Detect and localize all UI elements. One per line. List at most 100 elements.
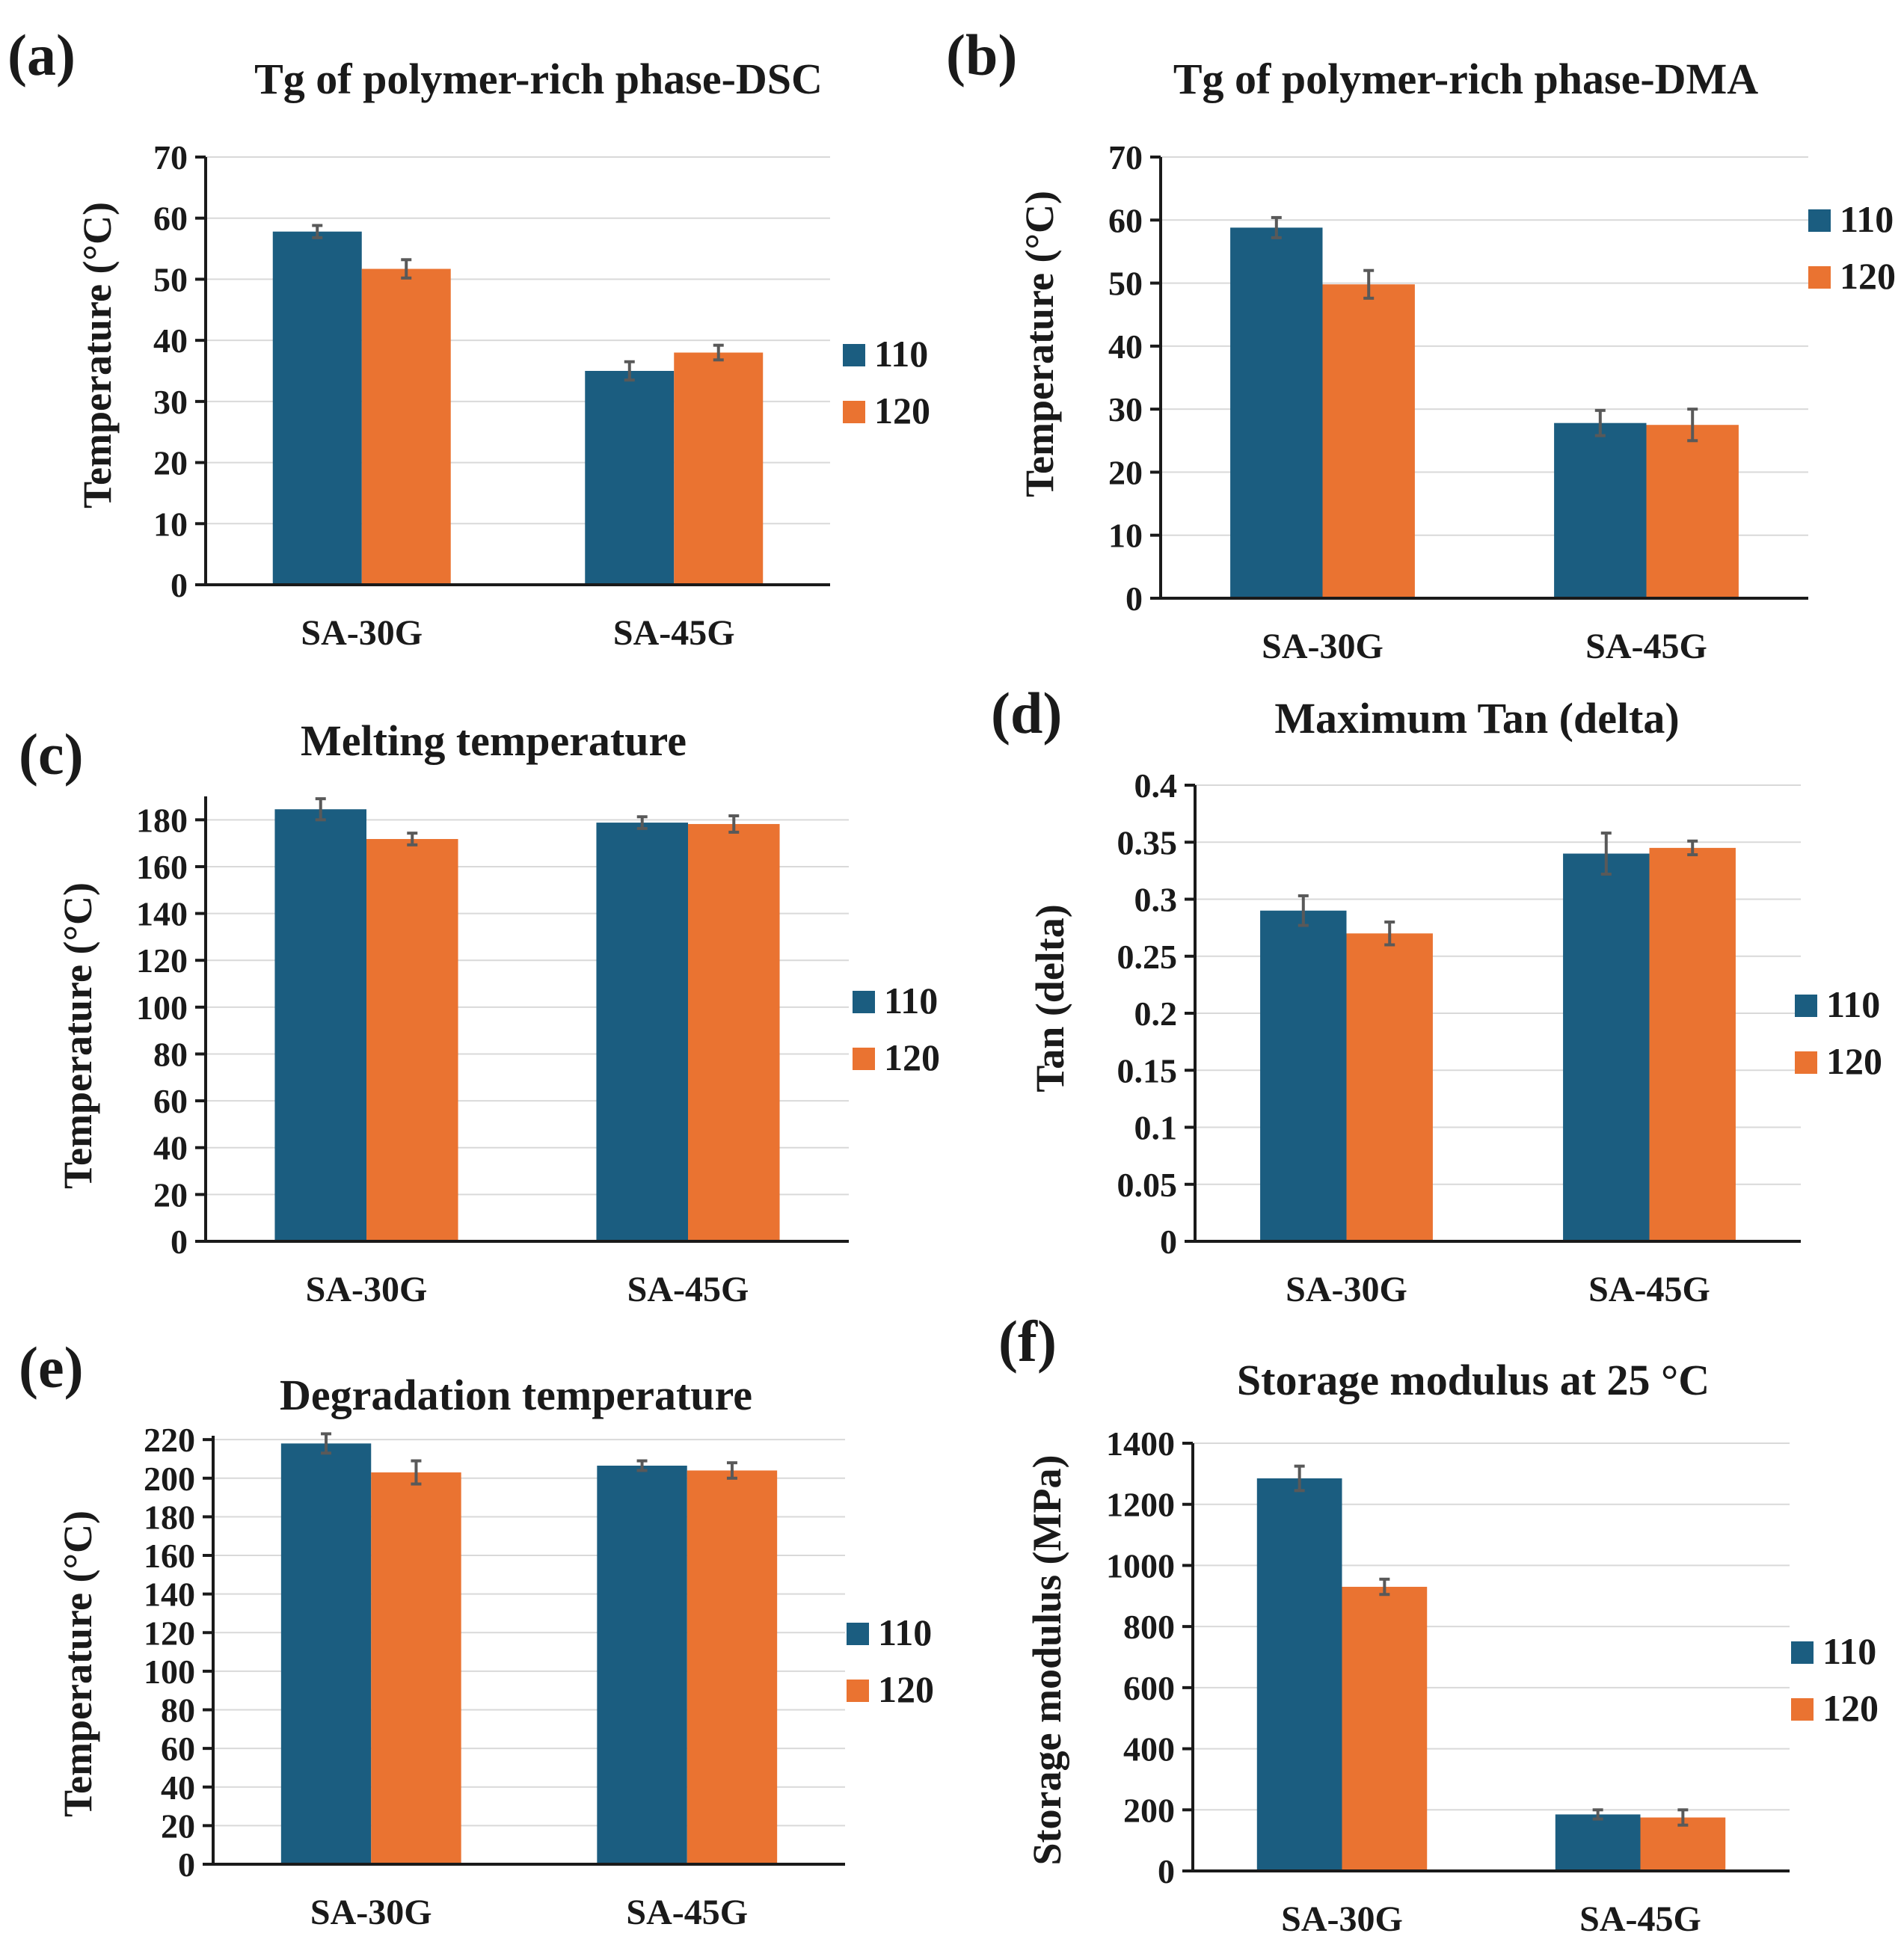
legend-swatch-120 [1808, 266, 1831, 289]
bar-110-SA-30G [1260, 910, 1347, 1241]
y-tick-label: 100 [136, 989, 188, 1027]
y-axis-label: Tan (delta) [1028, 904, 1072, 1093]
bar-110-SA-30G [1230, 227, 1323, 598]
chart-title: Tg of polymer-rich phase-DSC [254, 55, 823, 103]
bar-110-SA-45G [1555, 1814, 1641, 1871]
legend-label: 110 [884, 980, 938, 1021]
legend-label: 110 [1826, 983, 1880, 1025]
y-tick-label: 10 [1108, 517, 1143, 555]
chart-title: Degradation temperature [280, 1371, 752, 1419]
y-tick-label: 800 [1123, 1608, 1175, 1646]
y-tick-label: 60 [161, 1730, 195, 1768]
legend-swatch-110 [847, 1623, 869, 1645]
panel-label: (a) [7, 22, 76, 87]
y-tick-label: 40 [153, 322, 188, 360]
bar-110-SA-30G [280, 1443, 372, 1864]
chart-panel-2: (b) Tg of polymer-rich phase-DMA Temperatu… [946, 22, 1896, 666]
bar-110-SA-30G [1256, 1478, 1342, 1871]
x-tick-label: SA-30G [301, 613, 423, 653]
y-tick-label: 0 [1125, 580, 1143, 618]
y-tick-label: 200 [1123, 1791, 1175, 1829]
y-tick-label: 600 [1123, 1669, 1175, 1707]
bar-120-SA-30G [366, 838, 458, 1241]
chart-panel-6: (f) Storage modulus at 25 °C Storage modul… [998, 1309, 1879, 1939]
legend-label: 120 [878, 1668, 934, 1710]
y-tick-label: 220 [144, 1421, 195, 1459]
legend-swatch-120 [1795, 1051, 1817, 1074]
y-tick-label: 140 [136, 895, 188, 933]
y-tick-label: 100 [144, 1653, 195, 1691]
y-tick-label: 20 [161, 1807, 195, 1845]
bar-120-SA-45G [688, 823, 780, 1241]
bar-110-SA-45G [1554, 422, 1647, 598]
chart-panel-5: (e) Degradation temperature Temperature (°… [19, 1335, 934, 1932]
y-tick-label: 160 [136, 848, 188, 886]
chart-title: Tg of polymer-rich phase-DMA [1173, 55, 1758, 103]
legend-swatch-120 [847, 1680, 869, 1702]
bar-120-SA-45G [1646, 425, 1739, 598]
panel-label: (b) [946, 22, 1017, 87]
y-tick-label: 60 [153, 200, 188, 238]
y-tick-label: 140 [144, 1576, 195, 1614]
y-tick-label: 20 [153, 444, 188, 482]
legend-label: 110 [874, 333, 928, 375]
bar-120-SA-30G [1322, 284, 1415, 598]
y-tick-label: 50 [1108, 265, 1143, 303]
x-tick-label: SA-45G [626, 1893, 748, 1932]
legend-label: 110 [1822, 1630, 1876, 1672]
bar-120-SA-30G [371, 1472, 461, 1864]
y-tick-label: 30 [1108, 390, 1143, 428]
legend-label: 120 [1822, 1687, 1879, 1729]
legend-swatch-110 [1795, 995, 1817, 1017]
y-tick-label: 0.2 [1134, 995, 1178, 1033]
x-tick-label: SA-45G [1585, 627, 1707, 666]
y-tick-label: 0 [178, 1846, 195, 1884]
y-tick-label: 0 [171, 566, 188, 604]
y-tick-label: 0.25 [1117, 938, 1178, 976]
y-tick-label: 40 [153, 1129, 188, 1167]
legend-swatch-110 [843, 344, 865, 366]
panel-label: (f) [998, 1309, 1057, 1374]
x-tick-label: SA-30G [306, 1270, 428, 1309]
legend-label: 110 [1840, 198, 1894, 240]
y-tick-label: 0.1 [1134, 1109, 1178, 1147]
y-tick-label: 1200 [1106, 1486, 1175, 1524]
x-tick-label: SA-45G [613, 613, 735, 653]
legend-label: 110 [878, 1611, 932, 1653]
y-axis-label: Temperature (°C) [75, 202, 120, 508]
y-tick-label: 20 [1108, 453, 1143, 491]
legend-swatch-110 [1808, 209, 1831, 232]
y-axis-label: Temperature (°C) [55, 1511, 100, 1817]
y-tick-label: 0 [1160, 1223, 1177, 1261]
x-tick-label: SA-30G [1262, 627, 1384, 666]
bar-120-SA-30G [361, 268, 451, 585]
legend-swatch-120 [853, 1048, 875, 1070]
y-tick-label: 40 [161, 1769, 195, 1807]
y-tick-label: 160 [144, 1537, 195, 1575]
bar-110-SA-30G [274, 809, 366, 1241]
y-tick-label: 50 [153, 260, 188, 298]
y-tick-label: 80 [161, 1691, 195, 1730]
y-tick-label: 40 [1108, 328, 1143, 366]
legend-label: 120 [874, 390, 930, 431]
panel-label: (d) [991, 680, 1062, 746]
legend-label: 120 [1840, 255, 1896, 297]
y-tick-label: 70 [153, 138, 188, 176]
x-tick-label: SA-45G [627, 1270, 749, 1309]
y-tick-label: 0.35 [1117, 823, 1178, 861]
y-tick-label: 60 [1108, 201, 1143, 239]
bar-110-SA-45G [596, 823, 688, 1241]
bar-120-SA-45G [1649, 847, 1736, 1241]
y-tick-label: 60 [153, 1082, 188, 1120]
panel-label: (c) [19, 722, 84, 787]
bar-120-SA-45G [687, 1470, 778, 1864]
y-tick-label: 180 [144, 1498, 195, 1536]
bar-110-SA-45G [585, 371, 675, 585]
y-tick-label: 0.4 [1134, 766, 1178, 805]
bar-110-SA-30G [272, 231, 362, 585]
y-tick-label: 120 [144, 1614, 195, 1652]
panel-label: (e) [19, 1335, 84, 1400]
bar-110-SA-45G [1563, 853, 1650, 1241]
legend-swatch-110 [853, 991, 875, 1013]
y-tick-label: 0.15 [1117, 1051, 1178, 1090]
